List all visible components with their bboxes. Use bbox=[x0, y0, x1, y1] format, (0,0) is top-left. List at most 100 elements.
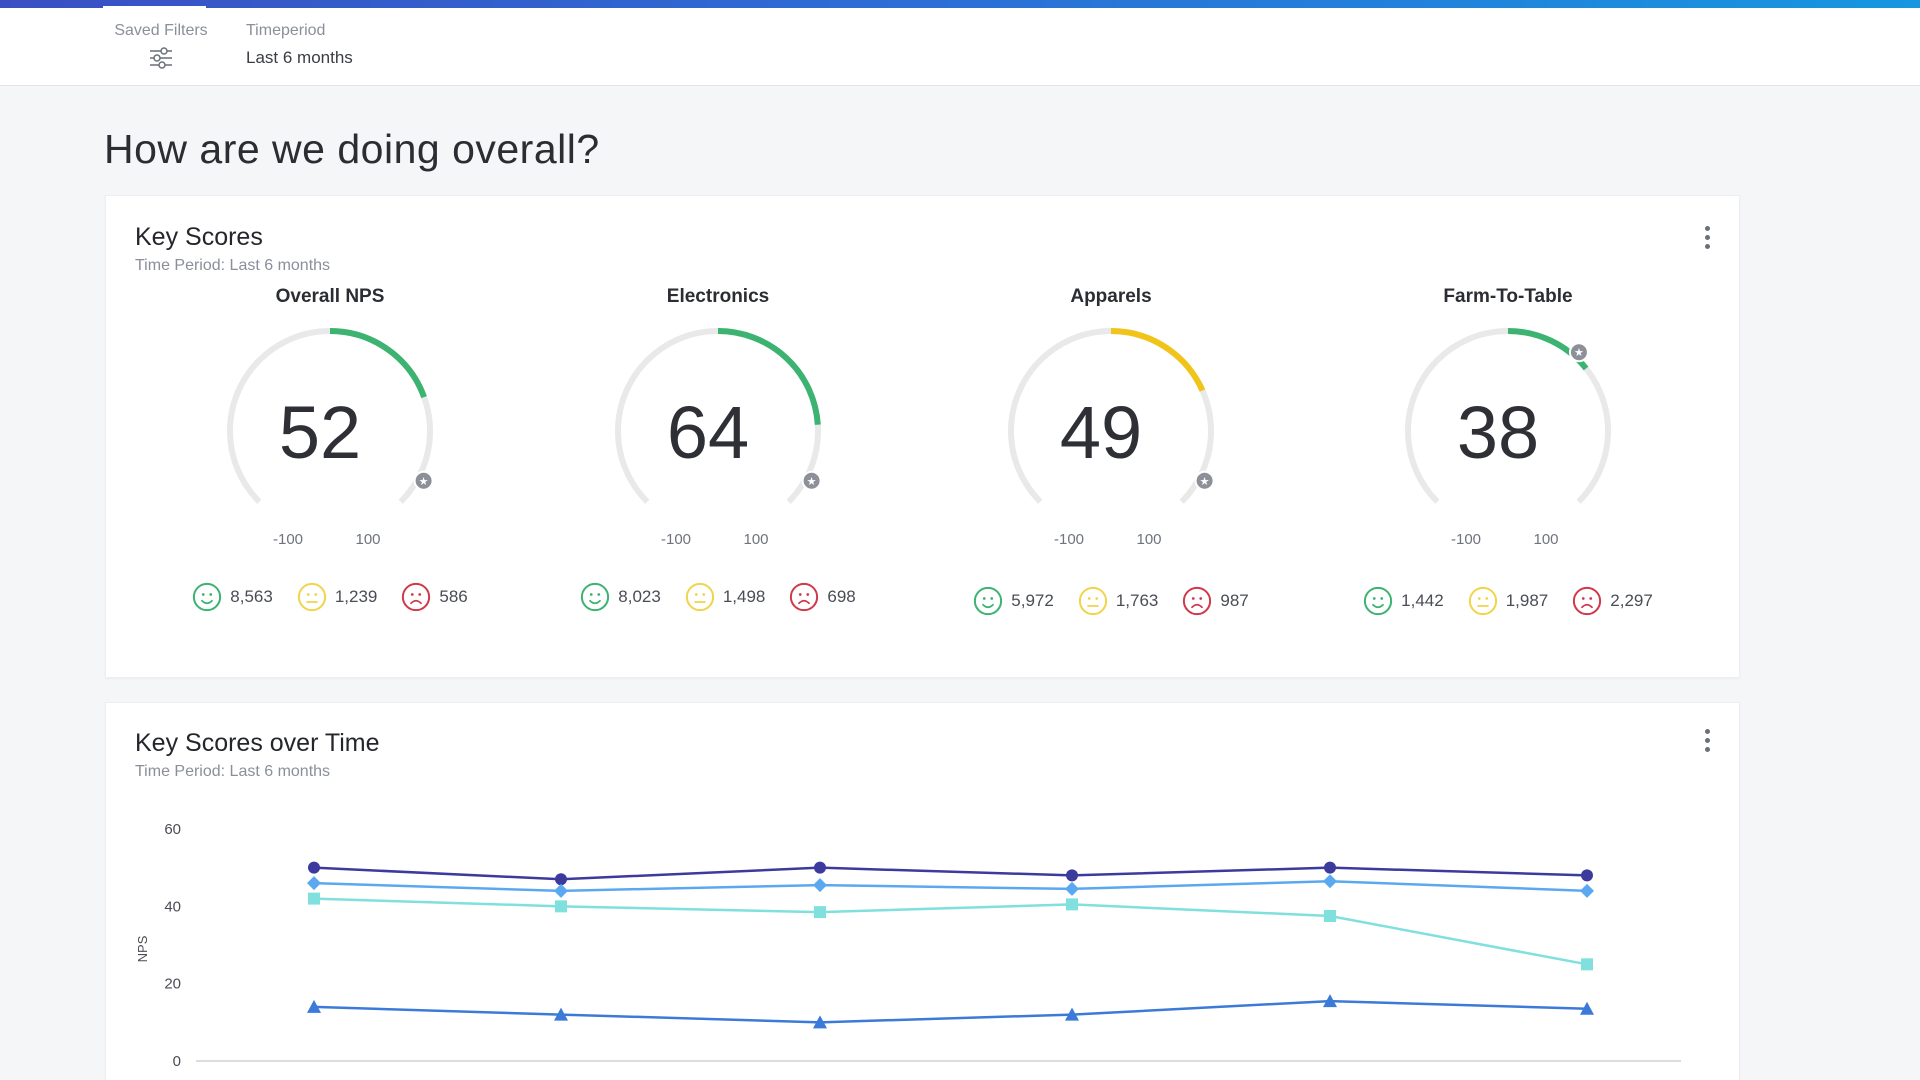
page-title: How are we doing overall? bbox=[104, 126, 600, 172]
timeperiod-filter[interactable]: Timeperiod Last 6 months bbox=[246, 22, 353, 68]
gauge-title: Electronics bbox=[666, 286, 770, 307]
card-title: Key Scores over Time bbox=[135, 729, 380, 757]
data-point bbox=[1065, 1007, 1079, 1021]
y-tick-label: 0 bbox=[173, 1053, 181, 1070]
data-point bbox=[1324, 861, 1336, 874]
neutral-face-icon bbox=[297, 582, 326, 612]
sentiment-counts: 8,563 1,239 586 bbox=[150, 582, 510, 612]
sentiment-counts: 5,972 1,763 987 bbox=[931, 586, 1291, 616]
gauge-value-arc bbox=[329, 328, 427, 399]
series-line-3 bbox=[313, 999, 1588, 1024]
key-scores-card: Key Scores Time Period: Last 6 months Ov… bbox=[105, 195, 1740, 678]
detractors-value: 987 bbox=[1220, 591, 1249, 610]
data-point bbox=[1324, 910, 1336, 922]
data-point bbox=[1066, 869, 1078, 882]
star-icon: ★ bbox=[807, 476, 817, 488]
data-point bbox=[308, 892, 320, 905]
y-tick-label: 60 bbox=[164, 821, 181, 838]
passives-value: 1,763 bbox=[1115, 591, 1159, 610]
sliders-icon bbox=[150, 47, 172, 69]
gauge-max-label: 100 bbox=[1136, 531, 1161, 546]
detractors-count: 586 bbox=[401, 582, 468, 612]
gauge-overall-nps: Overall NPS ★ 52 -100 100 8,563 1,239 586 bbox=[150, 286, 510, 616]
card-subtitle: Time Period: Last 6 months bbox=[135, 257, 331, 274]
timeperiod-value: Last 6 months bbox=[246, 48, 353, 67]
data-point bbox=[1323, 994, 1337, 1008]
data-point bbox=[813, 878, 827, 893]
promoters-value: 5,972 bbox=[1011, 591, 1054, 610]
card-subtitle: Time Period: Last 6 months bbox=[135, 763, 331, 780]
star-icon: ★ bbox=[1200, 476, 1210, 488]
target-marker-icon bbox=[801, 470, 822, 491]
neutral-face-icon bbox=[1468, 586, 1497, 616]
gauge-title: Overall NPS bbox=[275, 286, 385, 307]
passives-value: 1,239 bbox=[334, 587, 378, 606]
star-icon: ★ bbox=[1574, 347, 1584, 359]
more-options-icon[interactable] bbox=[1703, 729, 1711, 757]
gauge-min-label: -100 bbox=[1054, 531, 1084, 546]
detractors-count: 698 bbox=[789, 582, 856, 612]
data-point bbox=[1581, 869, 1593, 882]
saved-filters-label: Saved Filters bbox=[114, 22, 208, 39]
filter-bar: Saved Filters Timeperiod Last 6 months bbox=[0, 8, 1920, 86]
gauge-electronics: Electronics ★ 64 -100 100 8,023 1,498 698 bbox=[538, 286, 898, 616]
promoters-count: 5,972 bbox=[973, 586, 1054, 616]
gauge-title: Farm-To-Table bbox=[1443, 286, 1573, 307]
promoters-value: 1,442 bbox=[1401, 591, 1444, 610]
happy-face-icon bbox=[193, 582, 222, 612]
sad-face-icon bbox=[1573, 586, 1602, 616]
passives-count: 1,763 bbox=[1078, 586, 1159, 616]
passives-value: 1,987 bbox=[1505, 591, 1549, 610]
detractors-count: 2,297 bbox=[1572, 586, 1653, 616]
target-marker-icon bbox=[1568, 342, 1589, 363]
gauge-dial: ★ 49 -100 100 bbox=[1008, 328, 1215, 546]
data-point bbox=[554, 1007, 568, 1021]
top-accent-bar bbox=[0, 0, 1920, 8]
data-point bbox=[1580, 1001, 1594, 1015]
happy-face-icon bbox=[581, 582, 610, 612]
star-icon: ★ bbox=[419, 476, 429, 488]
gauge-title: Apparels bbox=[1070, 286, 1152, 307]
gauge-score: 52 bbox=[279, 391, 361, 474]
gauge-min-label: -100 bbox=[1451, 531, 1481, 546]
data-point bbox=[307, 999, 321, 1013]
gauge-value-arc bbox=[1110, 328, 1206, 392]
gauge-min-label: -100 bbox=[661, 531, 691, 546]
happy-face-icon bbox=[1364, 586, 1393, 616]
happy-face-icon bbox=[974, 586, 1003, 616]
neutral-face-icon bbox=[685, 582, 714, 612]
promoters-count: 8,023 bbox=[580, 582, 661, 612]
sentiment-counts: 1,442 1,987 2,297 bbox=[1328, 586, 1688, 616]
data-point bbox=[813, 1015, 827, 1029]
timeperiod-label: Timeperiod bbox=[246, 22, 326, 39]
promoters-count: 8,563 bbox=[192, 582, 273, 612]
gauge-min-label: -100 bbox=[273, 531, 303, 546]
data-point bbox=[555, 900, 567, 913]
data-point bbox=[555, 873, 567, 886]
data-point bbox=[1323, 874, 1337, 889]
series-line-2 bbox=[313, 897, 1588, 966]
sad-face-icon bbox=[402, 582, 431, 612]
detractors-value: 586 bbox=[439, 587, 468, 606]
gauge-apparels: Apparels ★ 49 -100 100 5,972 1,763 987 bbox=[931, 286, 1291, 616]
y-axis-label: NPS bbox=[135, 935, 150, 962]
data-point bbox=[1066, 898, 1078, 911]
data-point bbox=[1065, 881, 1079, 896]
gauge-max-label: 100 bbox=[355, 531, 380, 546]
passives-value: 1,498 bbox=[722, 587, 766, 606]
promoters-value: 8,563 bbox=[230, 587, 273, 606]
gauge-score: 38 bbox=[1457, 391, 1539, 474]
promoters-value: 8,023 bbox=[618, 587, 661, 606]
data-point bbox=[814, 906, 826, 919]
sentiment-counts: 8,023 1,498 698 bbox=[538, 582, 898, 612]
data-point bbox=[308, 861, 320, 874]
series-line-1 bbox=[313, 879, 1588, 893]
more-options-icon[interactable] bbox=[1703, 226, 1711, 254]
target-marker-icon bbox=[413, 470, 434, 491]
neutral-face-icon bbox=[1078, 586, 1107, 616]
data-point bbox=[307, 876, 321, 891]
detractors-value: 698 bbox=[827, 587, 856, 606]
gauge-value-arc bbox=[717, 328, 821, 425]
active-tab-indicator bbox=[103, 6, 206, 10]
saved-filters-button[interactable]: Saved Filters bbox=[111, 22, 211, 70]
